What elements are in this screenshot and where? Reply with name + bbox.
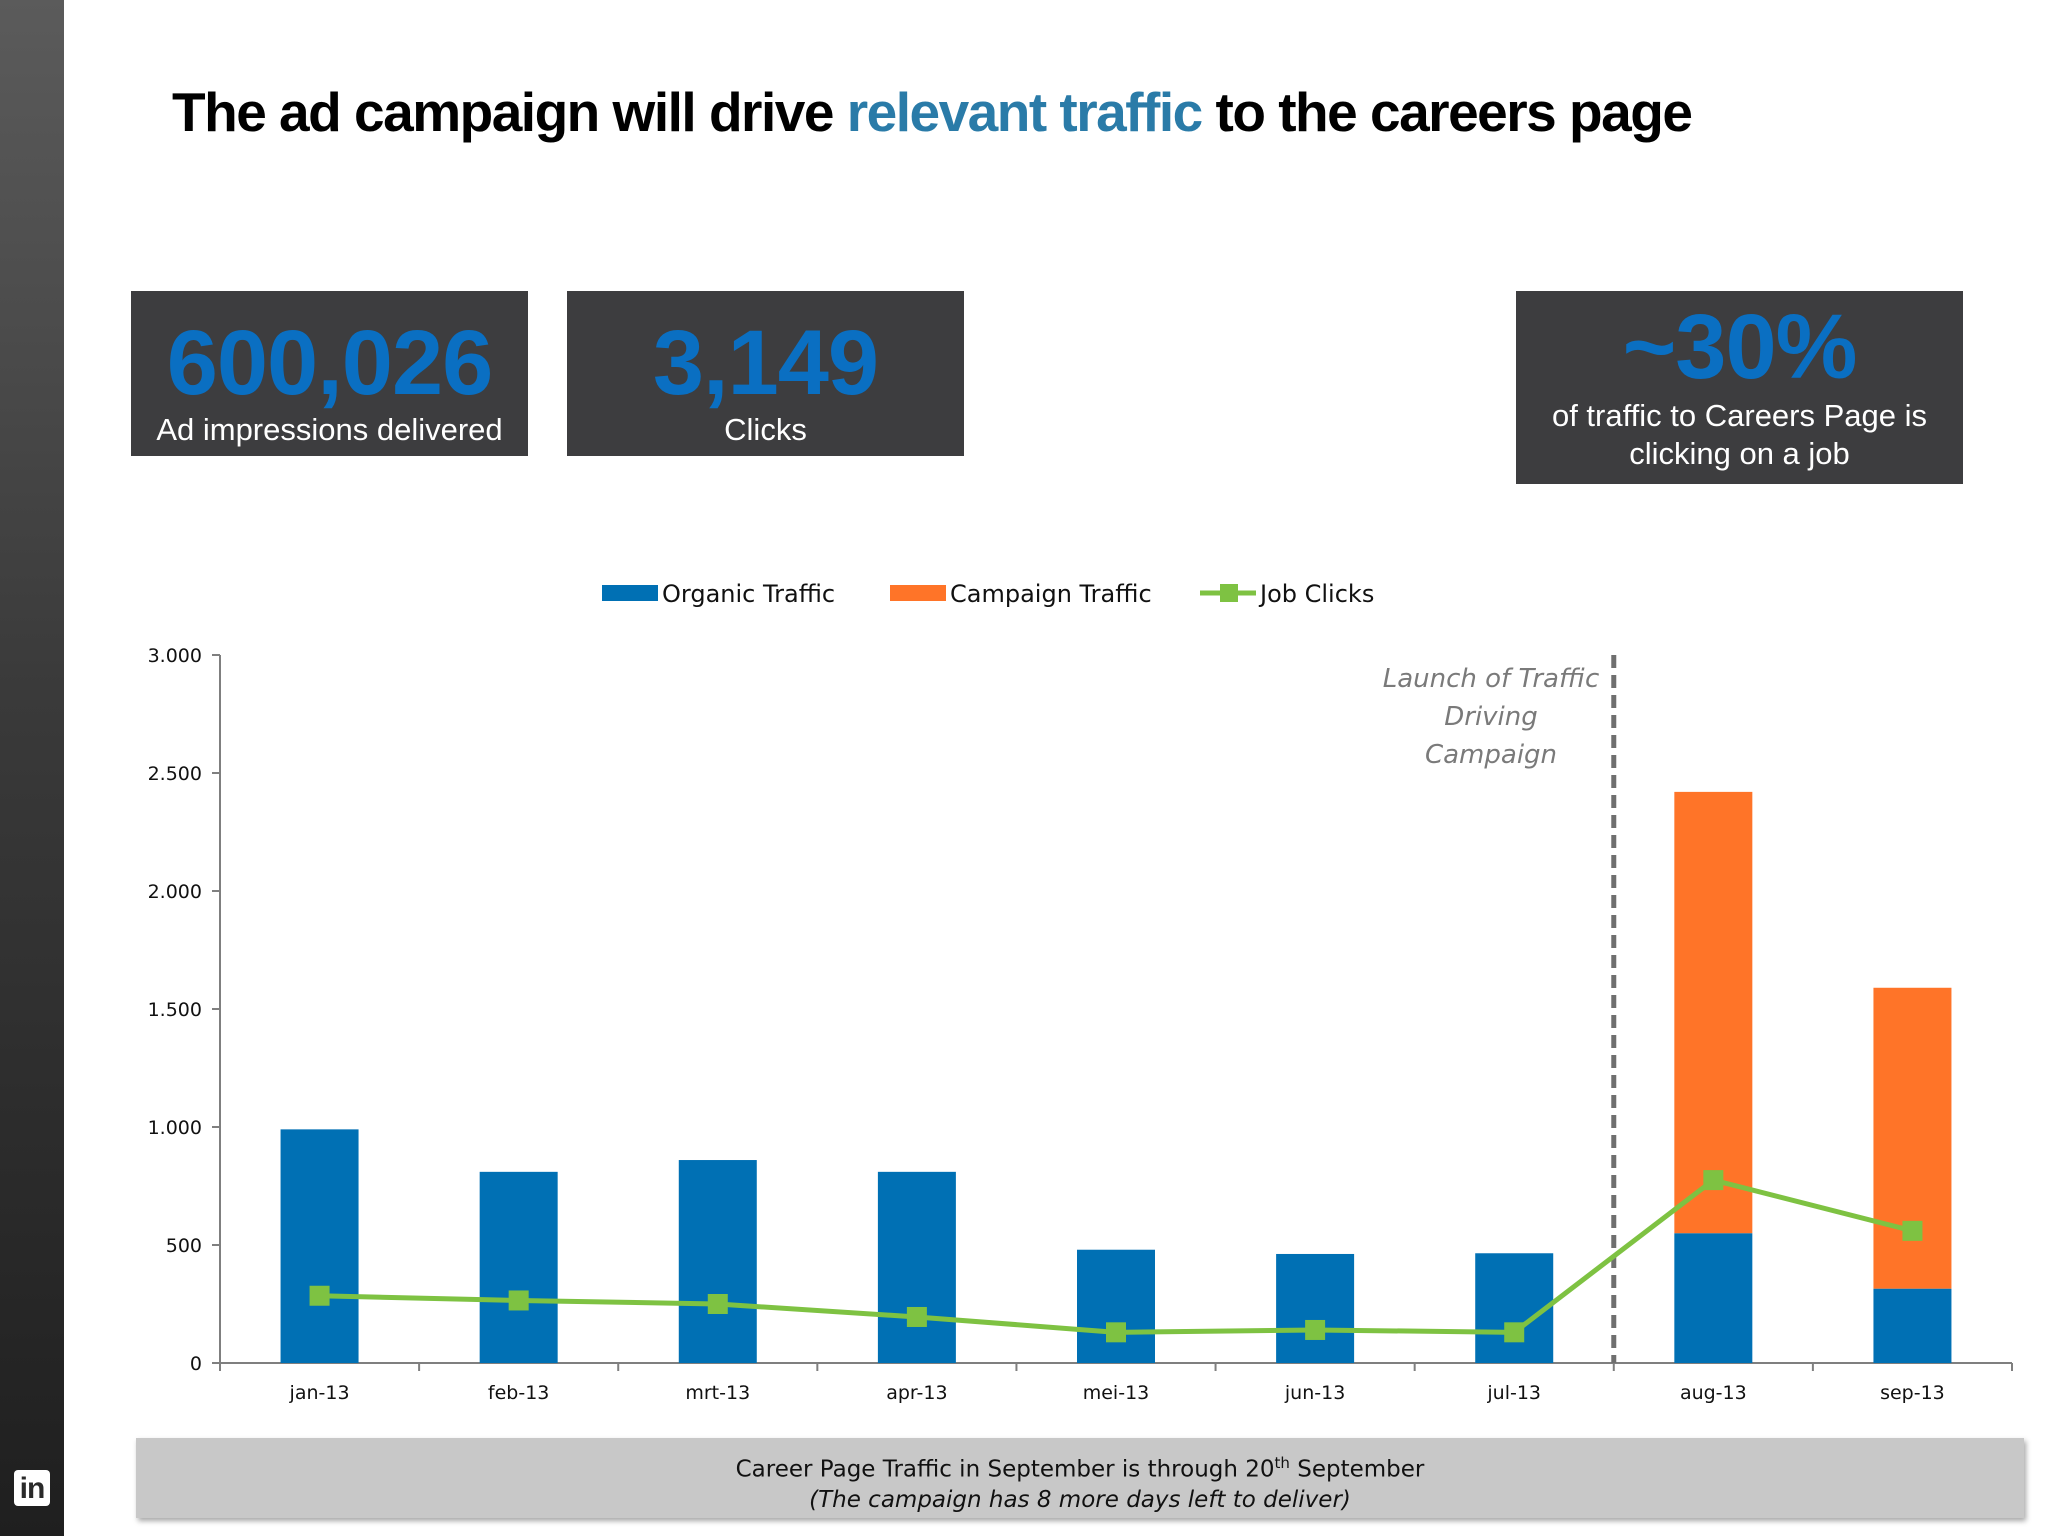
x-tick-label: jun-13 bbox=[1284, 1382, 1345, 1404]
footer-note: Career Page Traffic in September is thro… bbox=[136, 1438, 2024, 1518]
legend-label: Job Clicks bbox=[1258, 580, 1374, 608]
kpi-job-click-share: ~30% of traffic to Careers Page is click… bbox=[1516, 291, 1963, 484]
x-tick-label: apr-13 bbox=[886, 1382, 947, 1404]
footer-line-1-end: September bbox=[1289, 1456, 1425, 1483]
bar-organic-traffic bbox=[678, 1160, 757, 1363]
footer-line-1: Career Page Traffic in September is thro… bbox=[136, 1448, 2024, 1485]
kpi-clicks: 3,149 Clicks bbox=[567, 291, 964, 456]
annotation-label: Launch of Traffic bbox=[1383, 664, 1600, 694]
bar-campaign-traffic bbox=[1674, 791, 1753, 1234]
kpi-caption: of traffic to Careers Page is clicking o… bbox=[1551, 398, 1928, 471]
job-clicks-point bbox=[707, 1294, 728, 1314]
legend-label: Organic Traffic bbox=[662, 580, 835, 608]
bar-organic-traffic bbox=[1077, 1249, 1155, 1363]
annotation-label: Campaign bbox=[1425, 740, 1557, 770]
job-clicks-point bbox=[309, 1285, 330, 1306]
bar-campaign-traffic bbox=[1873, 987, 1952, 1289]
linkedin-icon: in bbox=[14, 1470, 50, 1506]
x-tick-label: mei-13 bbox=[1083, 1382, 1150, 1404]
headline-start: The ad campaign will drive bbox=[172, 81, 847, 143]
kpi-caption: Clicks bbox=[724, 412, 807, 447]
y-tick-label: 2.000 bbox=[148, 881, 202, 903]
bar-organic-traffic bbox=[1276, 1253, 1355, 1363]
sidebar-band: in bbox=[0, 0, 64, 1536]
traffic-chart: Organic Traffic Campaign Traffic Job Click… bbox=[148, 580, 2013, 1404]
bar-organic-traffic bbox=[1873, 1288, 1952, 1363]
headline-highlight: relevant traffic bbox=[846, 81, 1204, 143]
headline-end: to the careers page bbox=[1201, 81, 1693, 143]
legend-swatch-marker bbox=[1220, 584, 1238, 602]
y-tick-label: 1.000 bbox=[148, 1117, 202, 1139]
x-tick-label: sep-13 bbox=[1880, 1382, 1945, 1404]
y-tick-label: 1.500 bbox=[148, 999, 202, 1021]
job-clicks-point bbox=[1305, 1319, 1326, 1340]
kpi-value: ~30% bbox=[1622, 296, 1858, 398]
footer-line-2: (The campaign has 8 more days left to de… bbox=[809, 1486, 1351, 1513]
job-clicks-point bbox=[1902, 1220, 1923, 1241]
footer-line-1-sup: th bbox=[1274, 1454, 1290, 1472]
x-tick-label: mrt-13 bbox=[685, 1382, 750, 1404]
bar-organic-traffic bbox=[877, 1171, 956, 1363]
y-tick-label: 2.500 bbox=[148, 763, 202, 785]
bar-organic-traffic bbox=[1674, 1233, 1753, 1363]
job-clicks-point bbox=[1106, 1322, 1126, 1343]
footer-line-1-text: Career Page Traffic in September is thro… bbox=[735, 1456, 1275, 1483]
job-clicks-point bbox=[508, 1290, 529, 1311]
x-tick-label: jul-13 bbox=[1486, 1382, 1541, 1404]
x-tick-label: feb-13 bbox=[488, 1382, 549, 1404]
bar-organic-traffic bbox=[479, 1171, 558, 1363]
bar-organic-traffic bbox=[1475, 1253, 1554, 1363]
job-clicks-point bbox=[1703, 1170, 1724, 1191]
kpi-caption: Ad impressions delivered bbox=[156, 412, 503, 447]
annotation-label: Driving bbox=[1444, 702, 1538, 732]
job-clicks-point bbox=[1504, 1322, 1525, 1343]
legend-label: Campaign Traffic bbox=[950, 580, 1152, 608]
page-title: The ad campaign will drive relevant traf… bbox=[172, 80, 1693, 144]
x-tick-label: jan-13 bbox=[289, 1382, 350, 1404]
kpi-value: 600,026 bbox=[166, 312, 494, 414]
bar-organic-traffic bbox=[280, 1129, 359, 1363]
legend-swatch bbox=[602, 585, 658, 601]
legend-swatch bbox=[890, 585, 946, 601]
kpi-value: 3,149 bbox=[652, 312, 879, 414]
y-tick-label: 0 bbox=[190, 1353, 202, 1375]
y-tick-label: 500 bbox=[166, 1235, 202, 1257]
job-clicks-point bbox=[906, 1306, 927, 1327]
kpi-impressions: 600,026 Ad impressions delivered bbox=[131, 291, 528, 456]
y-tick-label: 3.000 bbox=[148, 645, 202, 667]
x-tick-label: aug-13 bbox=[1680, 1382, 1747, 1404]
